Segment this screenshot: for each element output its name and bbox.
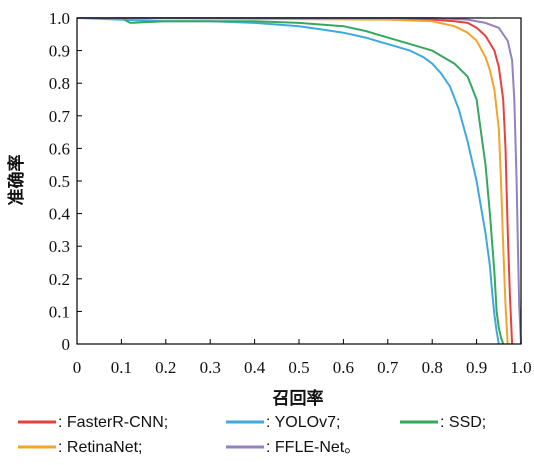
legend: : FasterR-CNN; : YOLOv7; : SSD; : RetinaNet… (18, 414, 486, 456)
legend-label: : YOLOv7; (266, 414, 340, 431)
y-tick-label: 0.1 (49, 302, 70, 321)
tick-layer: 0 0.1 0.2 0.3 0.4 0.5 0.6 0.7 0.8 0.9 1.0 0 0.1 0.2 0.… (49, 9, 532, 377)
legend-item-yolov7: : YOLOv7; (226, 414, 340, 431)
y-tick-label: 0.8 (49, 74, 70, 93)
y-tick-label: 0.7 (49, 107, 71, 126)
legend-item-fasterr-cnn: : FasterR-CNN; (18, 414, 168, 431)
legend-label: : FFLE-Net。 (266, 439, 360, 456)
y-tick-label: 0.4 (49, 205, 71, 224)
series-line-retinanet (76, 17, 509, 345)
series-layer (76, 17, 522, 345)
x-tick-label: 0.1 (111, 358, 132, 377)
x-tick-label: 0 (73, 358, 82, 377)
legend-item-retinanet: : RetinaNet; (18, 439, 142, 456)
x-tick-label: 0.2 (155, 358, 176, 377)
series-line-fasterr-cnn (77, 17, 514, 345)
legend-label: : SSD; (440, 414, 486, 431)
x-tick-label: 0.7 (377, 358, 399, 377)
y-tick-label: 0.5 (49, 172, 70, 191)
legend-item-ffle-net: : FFLE-Net。 (226, 439, 360, 456)
y-axis-title: 准确率 (6, 155, 27, 206)
y-tick-label: 0.9 (49, 42, 70, 61)
x-tick-label: 0.3 (200, 358, 221, 377)
y-tick-label: 0 (62, 335, 71, 354)
legend-label: : RetinaNet; (58, 439, 142, 456)
y-tick-label: 1.0 (49, 9, 70, 28)
y-tick-label: 0.3 (49, 237, 70, 256)
plot-frame (76, 17, 522, 345)
y-tick-label: 0.6 (49, 139, 70, 158)
x-tick-label: 0.6 (333, 358, 354, 377)
series-line-yolov7 (76, 17, 500, 345)
series-line-ffle-net (77, 17, 522, 345)
x-tick-label: 0.8 (422, 358, 443, 377)
x-tick-label: 0.5 (288, 358, 309, 377)
series-line-ssd (120, 17, 505, 345)
x-tick-label: 0.4 (244, 358, 266, 377)
x-axis-title: 召回率 (273, 388, 324, 409)
y-tick-label: 0.2 (49, 270, 70, 289)
legend-label: : FasterR-CNN; (58, 414, 168, 431)
legend-item-ssd: : SSD; (400, 414, 486, 431)
x-tick-label: 0.9 (466, 358, 487, 377)
x-tick-label: 1.0 (510, 358, 531, 377)
